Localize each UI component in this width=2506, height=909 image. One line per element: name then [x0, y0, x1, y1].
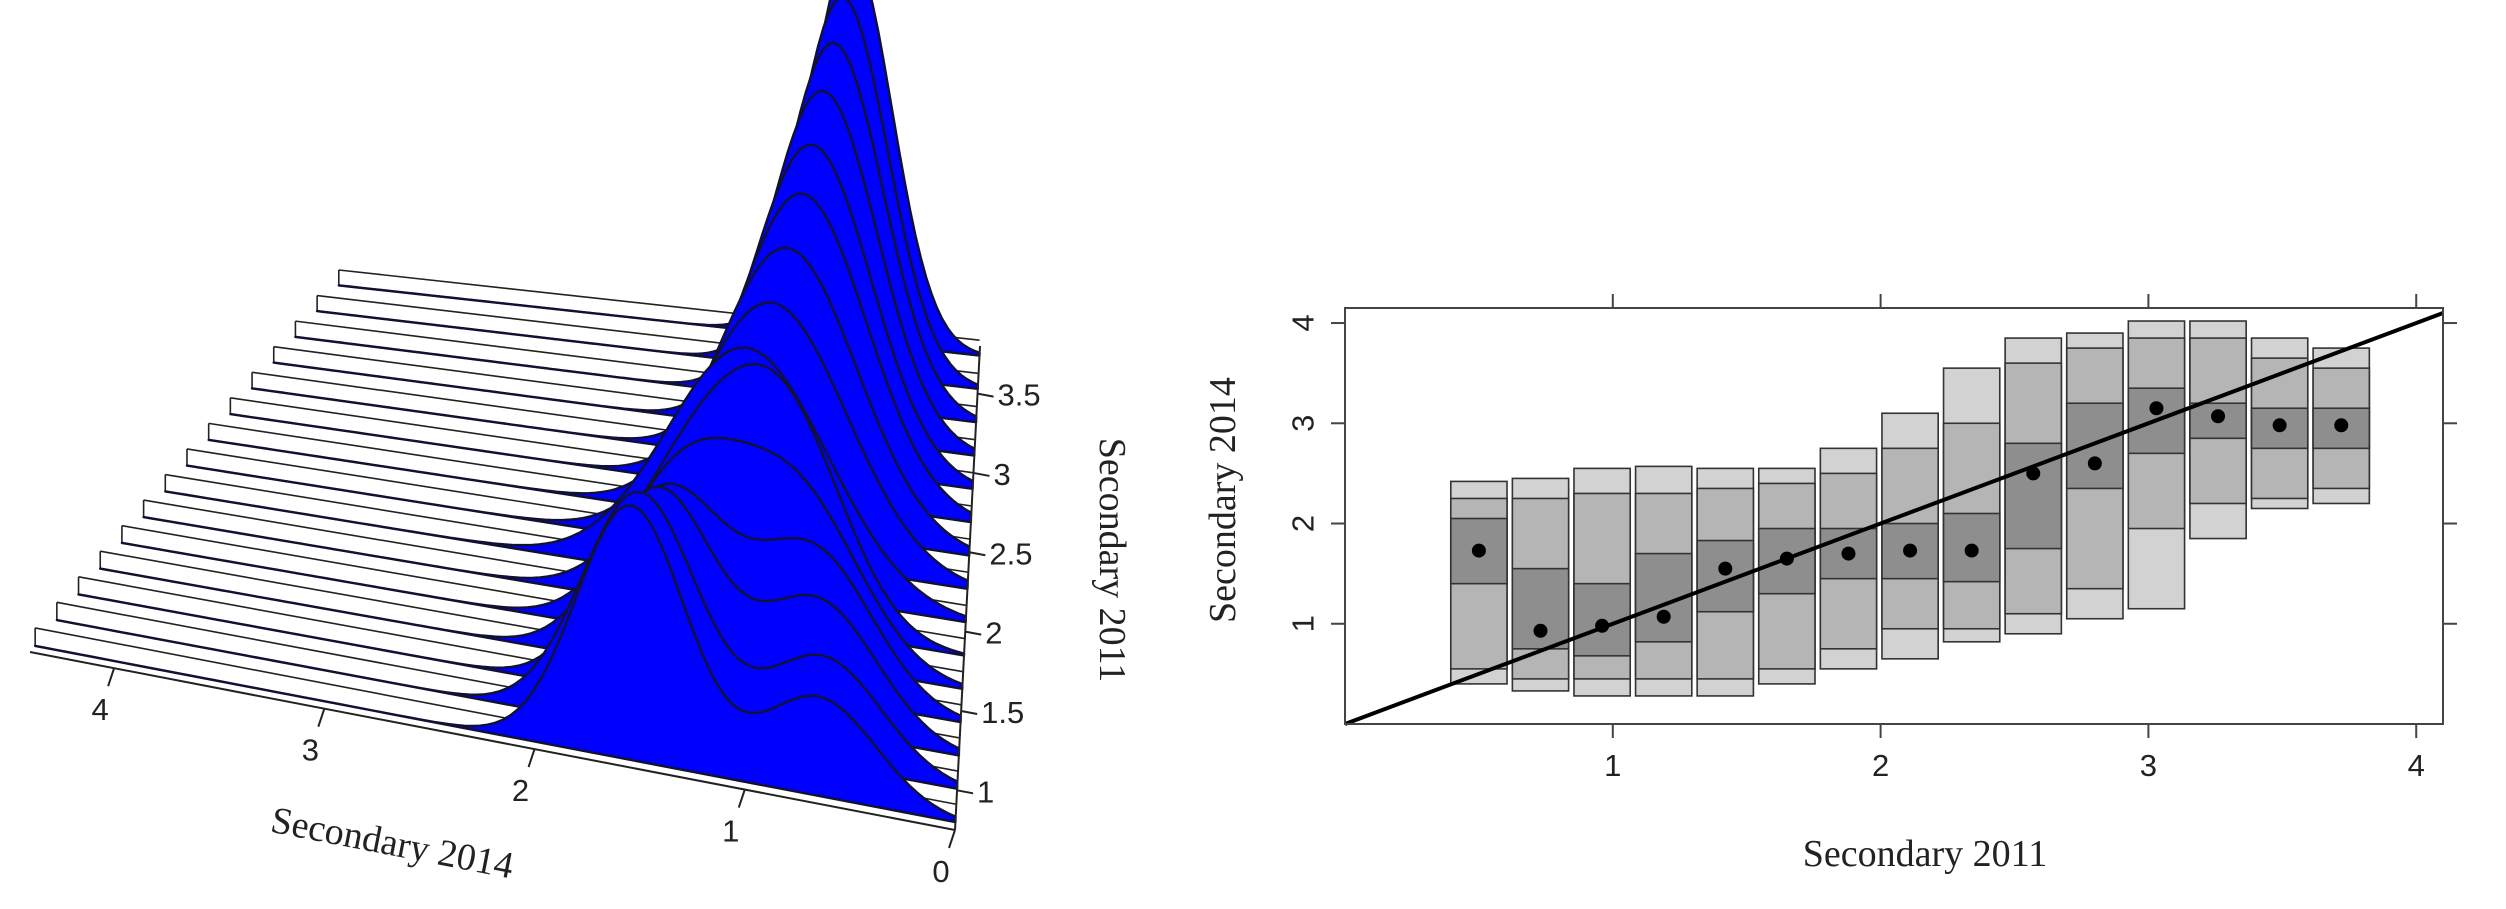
box-inner [2065, 402, 2124, 490]
x-tick-label: 3 [2140, 748, 2157, 783]
median-point [1779, 551, 1794, 566]
ridge-curves [34, 0, 981, 824]
ridgeline-y-tick-label: 3 [993, 457, 1010, 492]
median-point [1471, 543, 1486, 558]
boxplot-axes: 1 2 3 4 1 2 3 4 [1286, 294, 2457, 783]
y-tick-label: 2 [1286, 515, 1321, 532]
ridgeline-y-tick-label: 2 [985, 616, 1002, 651]
ridgeline-axes: 4 3 2 1 0 1 1.5 2 2.5 3 3.5 [29, 345, 1041, 889]
median-point [2149, 401, 2164, 416]
ridgeline-y-tick-label: 1 [977, 774, 994, 809]
box-inner [2004, 442, 2063, 550]
ridgeline-y-tick-label: 1.5 [981, 695, 1024, 730]
ridge-series [34, 504, 957, 824]
median-point [1841, 546, 1856, 561]
boxplot-y-axis-title: Secondary 2014 [1202, 377, 1244, 623]
plot-frame [1344, 307, 2444, 725]
median-points [1471, 401, 2349, 638]
ridgeline-x-tick-label: 3 [302, 733, 319, 768]
ridgeline-y-tick [960, 710, 978, 715]
median-point [2026, 466, 2041, 481]
boxplot-boxes [1449, 320, 2371, 697]
x-tick-label: 1 [1604, 748, 1621, 783]
ridgeline-x-tick [527, 748, 536, 768]
median-point [2087, 456, 2102, 471]
y-tick-label: 4 [1286, 314, 1321, 331]
ridgeline-x-tick [948, 829, 956, 849]
ridgeline-chart: 4 3 2 1 0 1 1.5 2 2.5 3 3.5 Secondary 2014 Seconda… [29, 0, 1133, 889]
ridgeline-x-tick [107, 667, 116, 687]
ridgeline-y-tick [977, 392, 994, 398]
x-tick-label: 2 [1872, 748, 1889, 783]
ridgeline-x-tick-label: 1 [722, 814, 739, 849]
median-point [1595, 618, 1610, 633]
y-tick-label: 3 [1286, 415, 1321, 432]
ridgeline-y-tick [965, 630, 982, 636]
ridgeline-x-axis-line [29, 651, 956, 831]
ridgeline-y-axis-line [954, 345, 981, 831]
ridgeline-y-tick [973, 471, 990, 477]
ridgeline-x-axis-title: Secondary 2014 [268, 799, 517, 887]
median-point [1964, 543, 1979, 558]
median-point [1903, 543, 1918, 558]
ridgeline-x-tick [737, 789, 746, 808]
median-point [2334, 418, 2349, 433]
boxplot-chart: 1 2 3 4 1 2 3 4 Secondary 2011 Secondary 2014 [1202, 294, 2457, 875]
box-inner [1696, 539, 1755, 613]
ridgeline-y-axis-title: Secondary 2011 [1091, 438, 1133, 682]
median-point [1533, 623, 1548, 638]
ridgeline-y-tick [969, 551, 986, 557]
x-tick-label: 4 [2408, 748, 2425, 783]
median-point [1656, 609, 1671, 624]
median-point [2211, 409, 2226, 424]
ridgeline-y-tick-label: 3.5 [998, 378, 1041, 413]
ridgeline-y-tick-label: 2.5 [989, 536, 1032, 571]
ridgeline-x-tick-label: 4 [91, 692, 108, 727]
y-tick-label: 1 [1286, 615, 1321, 632]
ridgeline-x-tick-label: 2 [512, 773, 529, 808]
median-point [2272, 418, 2287, 433]
ridgeline-x-tick-label: 0 [932, 854, 949, 889]
box-inner [2189, 402, 2247, 440]
reference-line [1344, 311, 2444, 726]
ridgeline-y-tick [956, 789, 974, 795]
boxplot-x-axis-title: Secondary 2011 [1803, 833, 2047, 875]
median-point [1718, 561, 1733, 576]
ridgeline-x-tick [317, 708, 326, 727]
